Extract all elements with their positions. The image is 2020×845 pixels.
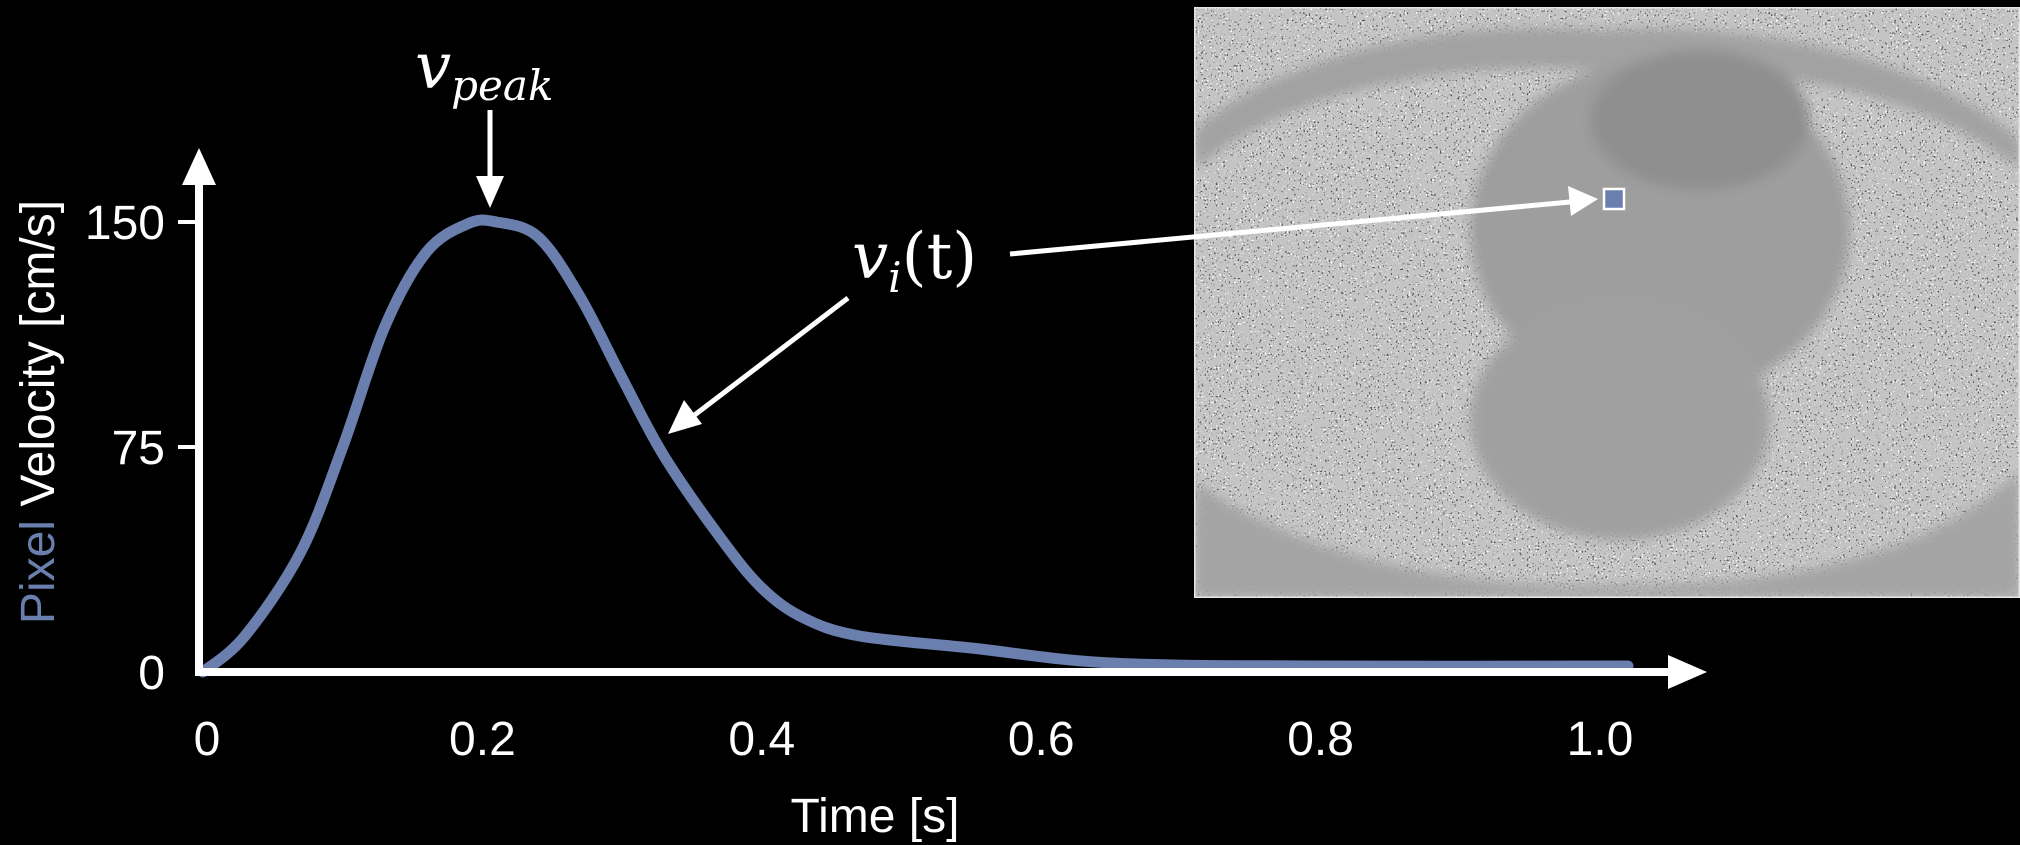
curve-label: vi(t) (852, 220, 977, 302)
pixel-marker (1602, 187, 1626, 211)
x-tick-label: 0.4 (728, 713, 795, 766)
y-tick-label: 0 (138, 647, 165, 700)
y-axis-title-rest: Velocity [cm/s] (12, 200, 65, 520)
inset-arrowhead (1568, 186, 1598, 216)
y-ticks: 0 75 150 (85, 197, 199, 700)
y-axis-title-pixel: Pixel (12, 520, 65, 624)
y-axis-title: Pixel Velocity [cm/s] (12, 200, 65, 624)
mri-inset (1194, 7, 2020, 598)
x-tick-label: 0.6 (1008, 713, 1075, 766)
x-tick-label: 0 (194, 713, 221, 766)
x-axis-title: Time [s] (791, 790, 960, 843)
x-axis-arrowhead (1668, 655, 1707, 689)
x-tick-label: 0.8 (1287, 713, 1354, 766)
axes (182, 148, 1707, 689)
series-line (197, 214, 1634, 678)
inset-arrow (1009, 199, 1571, 257)
peak-label: vpeak (415, 30, 553, 110)
y-tick-label: 75 (112, 422, 165, 475)
y-tick-label: 150 (85, 197, 165, 250)
peak-arrowhead (476, 176, 504, 208)
curve-arrowhead (668, 400, 702, 434)
y-axis-arrowhead (182, 148, 216, 185)
x-tick-label: 0.2 (449, 713, 516, 766)
x-tick-label: 1.0 (1567, 713, 1634, 766)
x-ticks: 0 0.2 0.4 0.6 0.8 1.0 (194, 713, 1634, 766)
curve-arrow (690, 296, 850, 419)
